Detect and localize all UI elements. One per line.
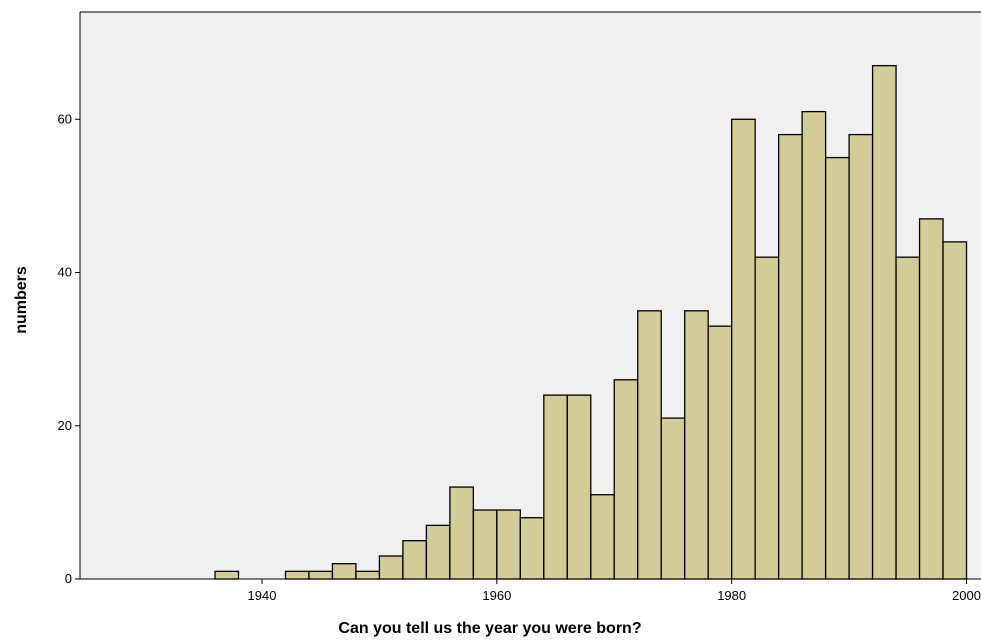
histogram-bar (519, 517, 545, 580)
y-ticks-group: 0 20 40 60 (58, 111, 80, 586)
y-tick-label: 40 (58, 265, 72, 280)
histogram-bar (918, 218, 944, 580)
histogram-bar (284, 570, 310, 580)
histogram-bar (613, 379, 639, 580)
bars-group (214, 64, 968, 580)
histogram-bar (895, 256, 921, 580)
histogram-bar (871, 64, 897, 580)
y-tick-label: 0 (65, 571, 72, 586)
histogram-bar (425, 524, 451, 580)
histogram-bar (472, 509, 498, 580)
histogram-bar (214, 570, 240, 580)
x-ticks-group: 1940 1960 1980 2000 (248, 579, 981, 603)
histogram-bar (684, 310, 709, 580)
histogram-bar (378, 555, 404, 580)
histogram-bar (331, 563, 357, 580)
x-tick-label: 1980 (717, 588, 746, 603)
histogram-bar (754, 256, 780, 580)
axes-group (79, 12, 981, 580)
histogram-bar (777, 133, 803, 580)
histogram-bar (942, 241, 968, 580)
y-tick-label: 20 (58, 418, 72, 433)
histogram-bar (543, 394, 568, 580)
histogram-bar (590, 494, 615, 580)
x-axis-title: Can you tell us the year you were born? (338, 620, 641, 637)
histogram-bar (566, 394, 592, 580)
histogram-bar (308, 570, 334, 580)
x-tick-label: 2000 (952, 588, 981, 603)
histogram-bar (660, 417, 686, 580)
histogram-bar (731, 118, 756, 580)
x-tick-label: 1940 (248, 588, 277, 603)
histogram-bar (801, 110, 827, 580)
histogram-bar (824, 156, 850, 580)
histogram-bar (355, 570, 381, 580)
y-axis-title: numbers (13, 266, 30, 334)
y-tick-label: 60 (58, 111, 72, 126)
histogram-bar (496, 509, 521, 580)
histogram-bar (848, 133, 874, 580)
x-tick-label: 1960 (482, 588, 511, 603)
histogram-bar (402, 540, 428, 580)
histogram-bar (449, 486, 475, 580)
histogram-bar (707, 325, 733, 580)
histogram-bar (637, 310, 662, 580)
